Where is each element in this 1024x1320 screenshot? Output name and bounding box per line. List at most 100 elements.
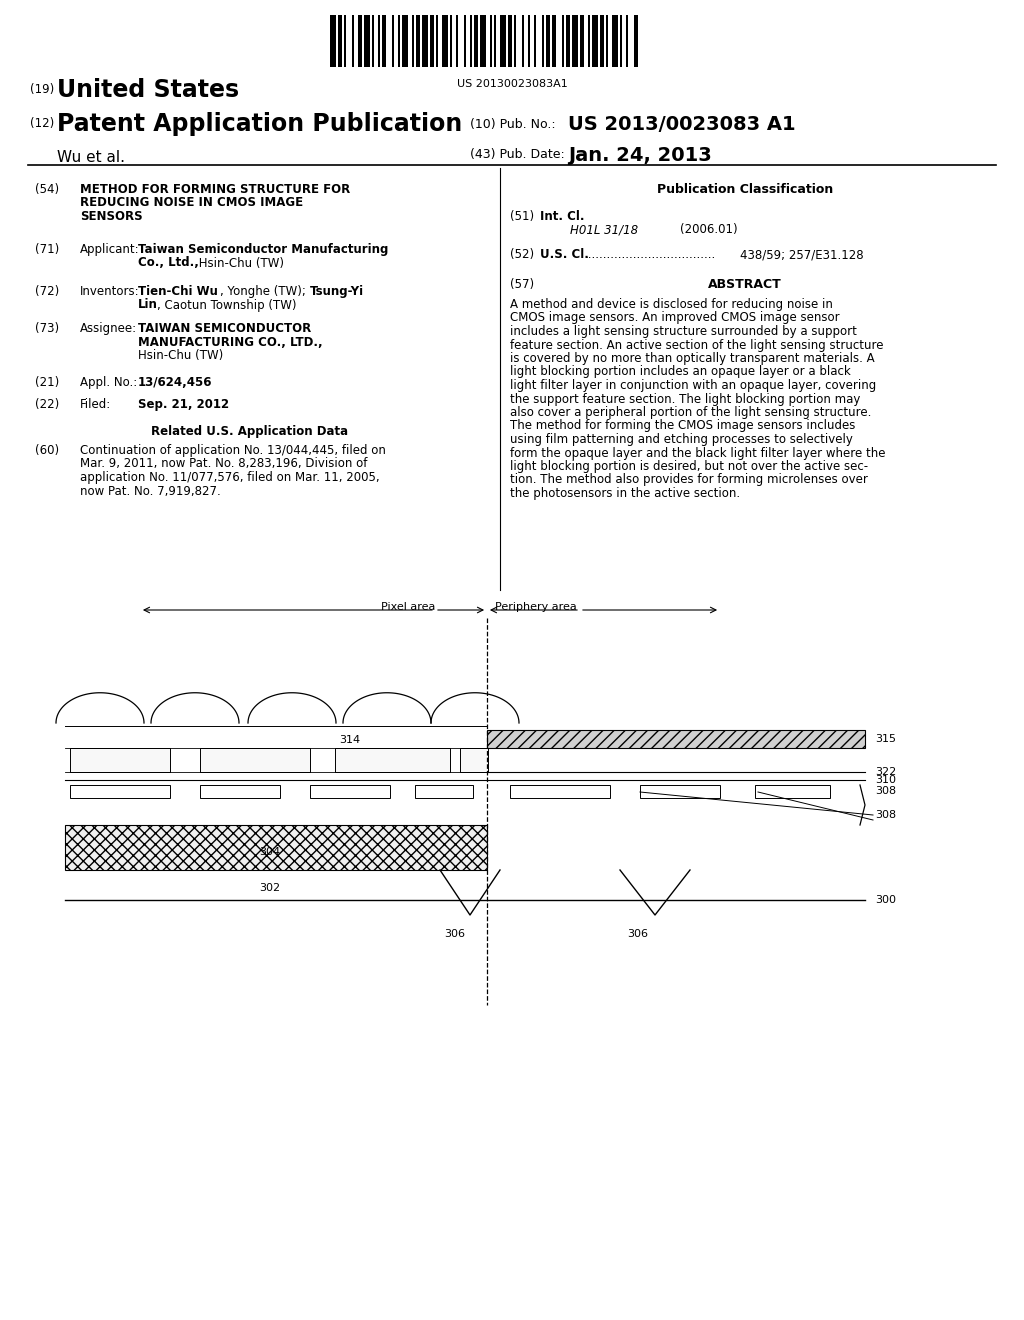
Text: 308: 308	[874, 810, 896, 820]
Bar	[546, 15, 550, 67]
Bar	[508, 15, 512, 67]
Bar	[620, 15, 622, 67]
Text: A method and device is disclosed for reducing noise in: A method and device is disclosed for red…	[510, 298, 833, 312]
Text: (52): (52)	[510, 248, 535, 261]
Text: 302: 302	[259, 883, 281, 894]
Bar	[552, 15, 556, 67]
Text: US 20130023083A1: US 20130023083A1	[457, 79, 567, 88]
Text: Continuation of application No. 13/044,445, filed on: Continuation of application No. 13/044,4…	[80, 444, 386, 457]
Text: Filed:: Filed:	[80, 399, 112, 411]
Text: The method for forming the CMOS image sensors includes: The method for forming the CMOS image se…	[510, 420, 855, 433]
Text: CMOS image sensors. An improved CMOS image sensor: CMOS image sensors. An improved CMOS ima…	[510, 312, 840, 325]
Bar	[542, 15, 544, 67]
Text: 304: 304	[259, 847, 281, 857]
Bar	[640, 785, 720, 799]
Text: Patent Application Publication: Patent Application Publication	[57, 112, 462, 136]
Bar	[415, 785, 473, 799]
Bar	[500, 15, 506, 67]
Text: (12): (12)	[30, 117, 54, 129]
Bar	[200, 785, 280, 799]
Text: form the opaque layer and the black light filter layer where the: form the opaque layer and the black ligh…	[510, 446, 886, 459]
Text: US 2013/0023083 A1: US 2013/0023083 A1	[568, 115, 796, 135]
Bar	[412, 15, 414, 67]
Text: Int. Cl.: Int. Cl.	[540, 210, 585, 223]
Bar	[70, 785, 170, 799]
Text: U.S. Cl.: U.S. Cl.	[540, 248, 589, 261]
Text: Periphery area: Periphery area	[495, 602, 577, 612]
Text: (73): (73)	[35, 322, 59, 335]
Bar	[592, 15, 598, 67]
Bar	[464, 15, 466, 67]
Bar	[755, 785, 830, 799]
Text: Publication Classification: Publication Classification	[656, 183, 834, 195]
Text: Taiwan Semiconductor Manufacturing: Taiwan Semiconductor Manufacturing	[138, 243, 388, 256]
Bar	[338, 15, 342, 67]
Bar	[528, 15, 530, 67]
Text: Related U.S. Application Data: Related U.S. Application Data	[152, 425, 348, 438]
Bar	[487, 730, 865, 748]
Text: TAIWAN SEMICONDUCTOR: TAIWAN SEMICONDUCTOR	[138, 322, 311, 335]
Text: ...................................: ...................................	[585, 248, 716, 261]
Bar	[335, 748, 450, 772]
Text: light filter layer in conjunction with an opaque layer, covering: light filter layer in conjunction with a…	[510, 379, 877, 392]
Bar	[460, 748, 488, 772]
Text: Appl. No.:: Appl. No.:	[80, 376, 137, 389]
Bar	[474, 15, 478, 67]
Text: Tien-Chi Wu: Tien-Chi Wu	[138, 285, 218, 298]
Text: 308: 308	[874, 785, 896, 796]
Text: (51): (51)	[510, 210, 535, 223]
Bar	[612, 15, 618, 67]
Text: (2006.01): (2006.01)	[680, 223, 737, 236]
Bar	[510, 785, 610, 799]
Text: (60): (60)	[35, 444, 59, 457]
Text: Hsin-Chu (TW): Hsin-Chu (TW)	[195, 256, 284, 269]
Bar	[494, 15, 496, 67]
Bar	[572, 15, 578, 67]
Text: Applicant:: Applicant:	[80, 243, 139, 256]
Bar	[422, 15, 428, 67]
Bar	[480, 15, 486, 67]
Text: 306: 306	[444, 929, 466, 939]
Text: (19): (19)	[30, 83, 54, 96]
Text: now Pat. No. 7,919,827.: now Pat. No. 7,919,827.	[80, 484, 221, 498]
Bar	[372, 15, 374, 67]
Text: feature section. An active section of the light sensing structure: feature section. An active section of th…	[510, 338, 884, 351]
Text: (71): (71)	[35, 243, 59, 256]
Bar	[534, 15, 536, 67]
Text: 310: 310	[874, 775, 896, 785]
Text: the photosensors in the active section.: the photosensors in the active section.	[510, 487, 740, 500]
Text: 13/624,456: 13/624,456	[138, 376, 213, 389]
Text: (43) Pub. Date:: (43) Pub. Date:	[470, 148, 565, 161]
Bar	[344, 15, 346, 67]
Bar	[352, 15, 354, 67]
Bar	[200, 748, 310, 772]
Bar	[450, 15, 452, 67]
Text: is covered by no more than optically transparent materials. A: is covered by no more than optically tra…	[510, 352, 874, 366]
Text: 300: 300	[874, 895, 896, 906]
Text: Inventors:: Inventors:	[80, 285, 139, 298]
Bar	[634, 15, 638, 67]
Bar	[402, 15, 408, 67]
Bar	[588, 15, 590, 67]
Bar	[65, 825, 487, 870]
Text: , Yonghe (TW);: , Yonghe (TW);	[220, 285, 309, 298]
Text: light blocking portion includes an opaque layer or a black: light blocking portion includes an opaqu…	[510, 366, 851, 379]
Text: 306: 306	[628, 929, 648, 939]
Bar	[456, 15, 458, 67]
Text: MANUFACTURING CO., LTD.,: MANUFACTURING CO., LTD.,	[138, 335, 323, 348]
Text: (57): (57)	[510, 279, 535, 290]
Text: tion. The method also provides for forming microlenses over: tion. The method also provides for formi…	[510, 474, 868, 487]
Text: (22): (22)	[35, 399, 59, 411]
Bar	[580, 15, 584, 67]
Text: includes a light sensing structure surrounded by a support: includes a light sensing structure surro…	[510, 325, 857, 338]
Text: 322: 322	[874, 767, 896, 777]
Bar	[626, 15, 628, 67]
Bar	[600, 15, 604, 67]
Bar	[382, 15, 386, 67]
Bar	[566, 15, 570, 67]
Bar	[442, 15, 449, 67]
Bar	[364, 15, 370, 67]
Bar	[330, 15, 336, 67]
Text: 438/59; 257/E31.128: 438/59; 257/E31.128	[740, 248, 863, 261]
Bar	[358, 15, 362, 67]
